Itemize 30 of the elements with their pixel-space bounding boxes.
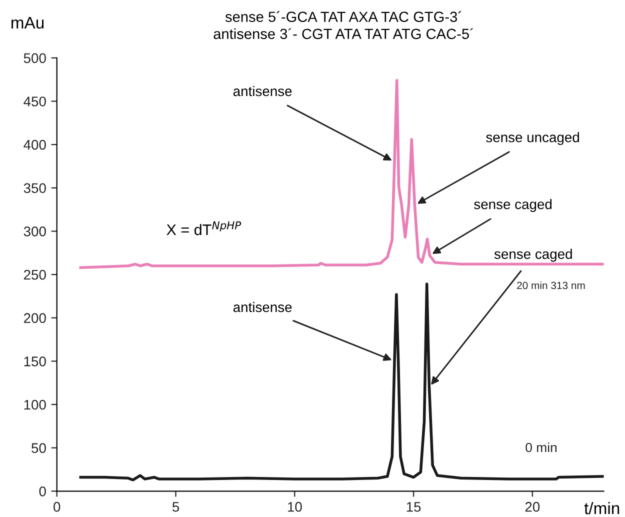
line-series: [79, 282, 604, 482]
line-series: [79, 79, 604, 269]
y-tick-label: 500: [24, 53, 46, 64]
annotation: sense uncaged: [486, 132, 579, 146]
y-tick-label: 450: [24, 96, 46, 106]
y-tick-label: 350: [24, 183, 46, 194]
y-axis-title: mAu: [11, 16, 44, 29]
annotation: antisense: [233, 302, 292, 312]
annotation: sense caged: [494, 248, 572, 262]
y-tick-label: 300: [24, 226, 46, 236]
y-tick-label: 50: [32, 443, 46, 453]
x-tick-label: 5: [172, 502, 180, 512]
chart-title: sense 5´-GCA TAT AXA TAC GTG-3´: [225, 11, 462, 22]
x-tick-label: 10: [288, 502, 302, 512]
series-label: 20 min 313 nm: [517, 281, 585, 290]
annotation: X = dT$^{NpHP}$: [166, 221, 242, 236]
chart-subtitle: antisense 3´- CGT ATA TAT ATG CAC-5´: [214, 28, 474, 40]
series-label: 0 min: [526, 442, 557, 452]
y-tick-label: 150: [24, 356, 46, 366]
x-tick-label: 20: [525, 502, 540, 512]
x-axis-title: t/min: [584, 502, 620, 514]
annotation: sense caged: [474, 198, 552, 212]
y-tick-label: 0: [39, 486, 46, 496]
x-tick-label: 15: [406, 502, 421, 512]
x-tick-label: 0: [54, 502, 60, 512]
y-tick-label: 250: [24, 270, 46, 280]
y-tick-label: 100: [24, 400, 46, 410]
annotation: antisense: [233, 86, 292, 96]
y-tick-label: 200: [24, 313, 46, 324]
y-tick-label: 400: [24, 140, 46, 150]
